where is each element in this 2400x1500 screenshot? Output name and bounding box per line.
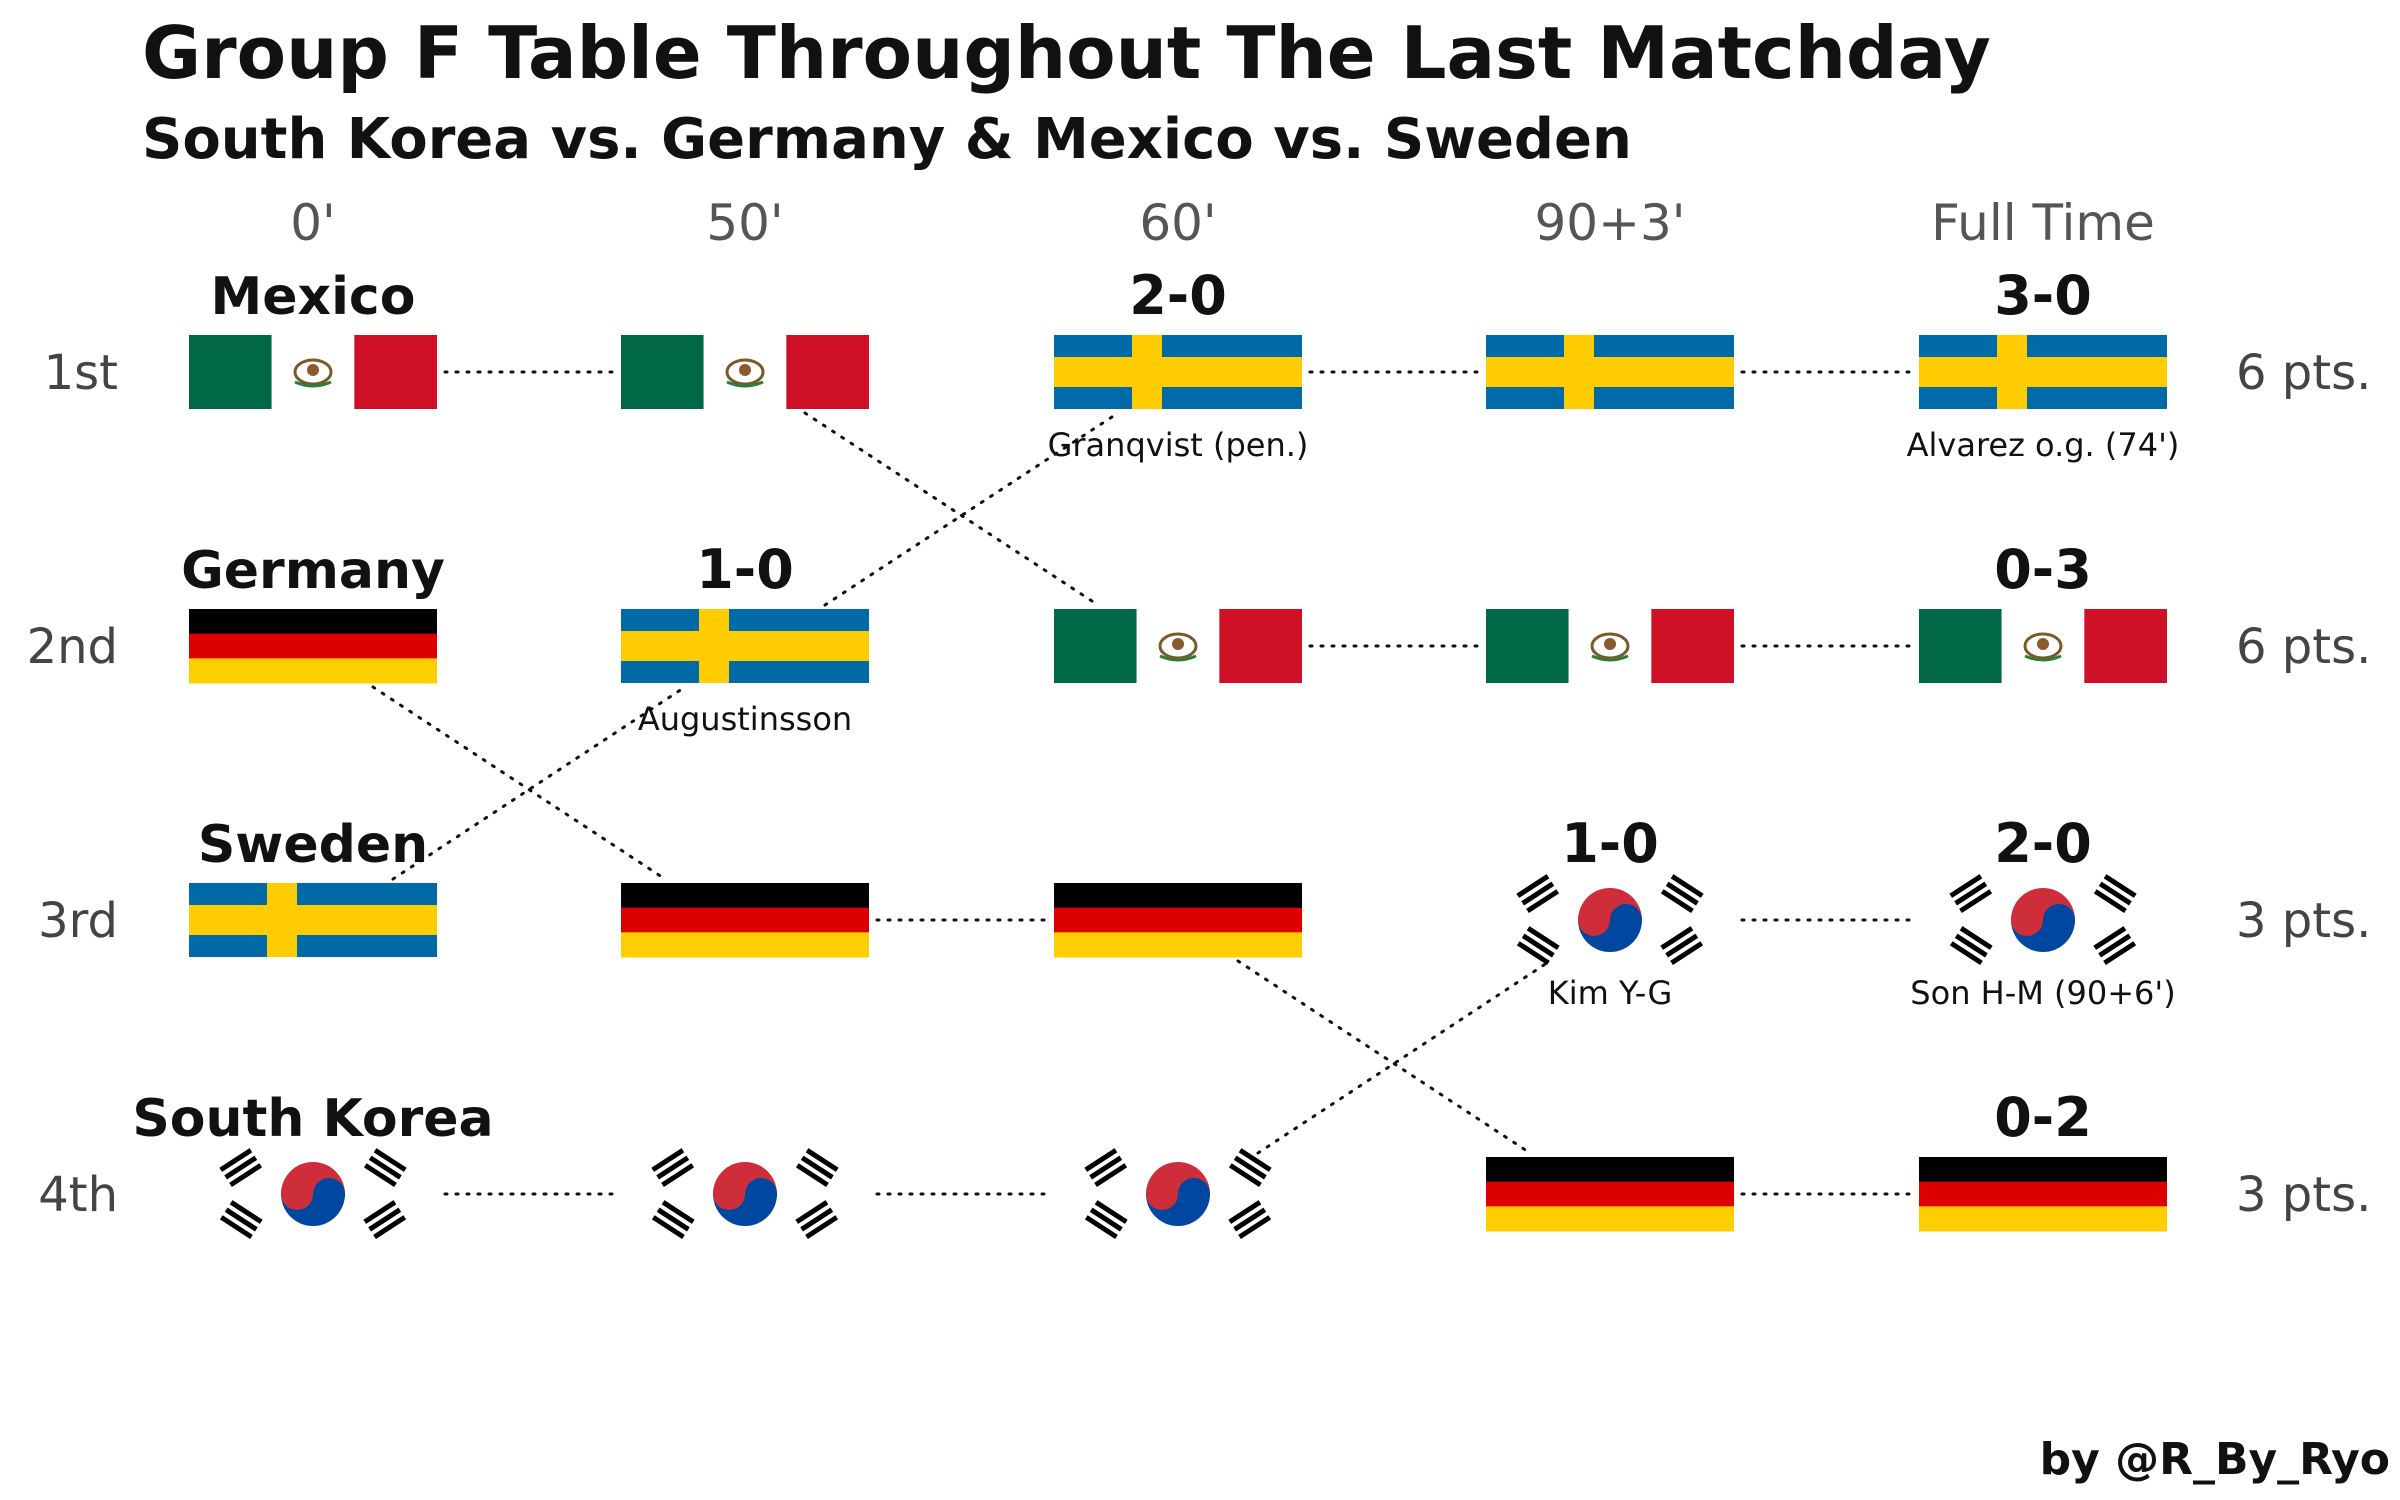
flag-mexico-icon [1054,609,1302,683]
column-header: 90+3' [1534,194,1685,252]
connector-germany-0 [371,685,667,881]
flag-germany-icon [621,883,869,958]
score-label: 0-3 [1994,538,2092,601]
connector-germany-2 [1236,959,1532,1155]
connector-sweden-0 [391,685,687,881]
connector-lines [371,370,1913,1196]
scorer-label: Kim Y-G [1548,974,1672,1012]
points-label: 6 pts. [2236,345,2371,401]
score-label: 2-0 [1129,264,1227,327]
scorer-label: Granqvist (pen.) [1048,426,1309,464]
flag-germany-icon [1486,1157,1734,1232]
connector-sweden-1 [823,411,1120,607]
score-label: 1-0 [1561,812,1659,875]
column-header: Full Time [1931,194,2155,252]
flag-sweden-icon [1486,335,1734,409]
column-header: 60' [1139,194,1216,252]
flag-korea-icon [1054,1148,1302,1240]
points-label: 6 pts. [2236,619,2371,675]
flag-germany-icon [189,609,437,684]
scorer-label: Augustinsson [638,700,852,738]
rank-label: 1st [44,345,118,401]
score-label: 2-0 [1994,812,2092,875]
connector-korea-2 [1256,959,1552,1155]
chart-subtitle: South Korea vs. Germany & Mexico vs. Swe… [142,107,1632,172]
flag-mexico-icon [189,335,437,409]
flag-mexico-icon [1486,609,1734,683]
column-header: 50' [706,194,783,252]
flag-germany-icon [1054,883,1302,958]
rank-label: 2nd [27,619,118,675]
score-label: 3-0 [1994,264,2092,327]
flag-mexico-icon [621,335,869,409]
score-label: 0-2 [1994,1086,2092,1149]
chart-title: Group F Table Throughout The Last Matchd… [142,11,1991,95]
flag-korea-icon [1486,874,1734,966]
flag-sweden-icon [189,883,437,957]
credit-text: by @R_By_Ryo [2040,1434,2390,1485]
flag-germany-icon [1919,1157,2167,1232]
rank-label: 4th [38,1167,118,1223]
flag-sweden-icon [621,609,869,683]
flag-korea-icon [621,1148,869,1240]
chart-labels: 0' 50' 60' 90+3' Full Time 1st 6 pts. 2nd 6 pts.… [27,194,2372,1223]
scorer-label: Alvarez o.g. (74') [1907,426,2180,464]
flag-korea-icon [189,1148,437,1240]
flag-sweden-icon [1919,335,2167,409]
team-name-mexico: Mexico [211,267,416,327]
flag-grid [189,335,2167,1240]
flag-mexico-icon [1919,609,2167,683]
score-label: 1-0 [696,538,794,601]
points-label: 3 pts. [2236,893,2371,949]
team-name-sweden: Sweden [198,815,428,875]
connector-mexico-1 [803,411,1100,607]
points-label: 3 pts. [2236,1167,2371,1223]
flag-korea-icon [1919,874,2167,966]
flag-sweden-icon [1054,335,1302,409]
team-name-korea: South Korea [132,1089,493,1149]
rank-label: 3rd [38,893,118,949]
scorer-label: Son H-M (90+6') [1910,974,2175,1012]
team-name-germany: Germany [181,541,445,601]
column-header: 0' [290,194,336,252]
